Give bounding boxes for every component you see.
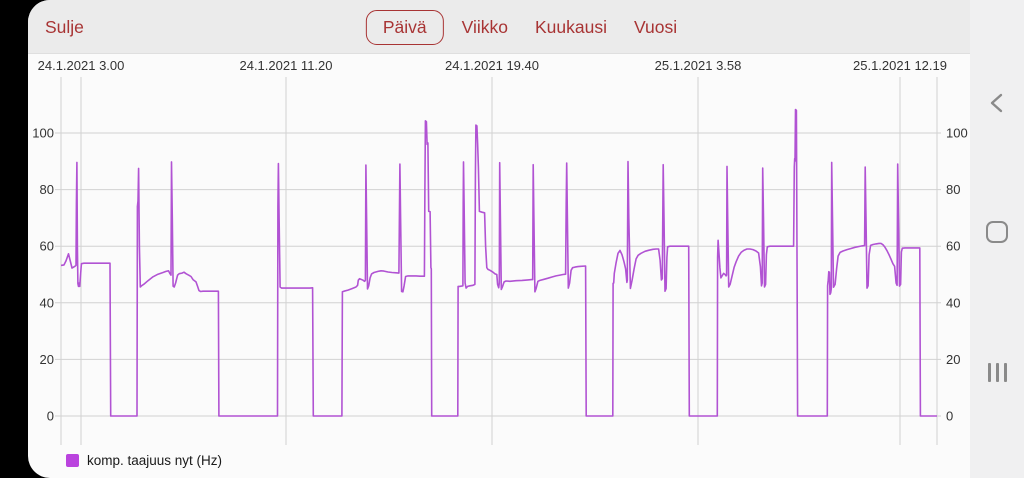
- y-axis-label-right: 80: [946, 182, 960, 197]
- y-axis-label-left: 100: [32, 126, 54, 141]
- tab-kuukausi[interactable]: Kuukausi: [535, 16, 608, 37]
- x-axis-label: 24.1.2021 19.40: [445, 58, 539, 73]
- app-header: Sulje Päivä Viikko Kuukausi Vuosi: [28, 0, 970, 54]
- close-button[interactable]: Sulje: [45, 16, 84, 37]
- y-axis-label-left: 20: [40, 352, 54, 367]
- home-button[interactable]: [970, 210, 1024, 254]
- y-axis-label-right: 60: [946, 239, 960, 254]
- back-button[interactable]: [970, 81, 1024, 125]
- legend: komp. taajuus nyt (Hz): [66, 453, 222, 468]
- y-axis-label-right: 0: [946, 409, 953, 424]
- recents-button[interactable]: [970, 350, 1024, 394]
- y-axis-label-right: 20: [946, 352, 960, 367]
- x-axis-label: 24.1.2021 11.20: [239, 58, 332, 73]
- camera-cutout-strip: [0, 0, 28, 478]
- home-icon: [986, 221, 1008, 243]
- x-axis-label: 24.1.2021 3.00: [38, 58, 125, 73]
- legend-label: komp. taajuus nyt (Hz): [87, 453, 223, 468]
- frequency-chart: 0 0 20 20 40 40 60 60 80 80 100 100 24.1.2021 3.00 24…: [32, 58, 968, 445]
- y-axis-label-left: 40: [40, 295, 54, 310]
- legend-swatch-icon: [66, 454, 79, 467]
- app-window: Sulje Päivä Viikko Kuukausi Vuosi 0 0 20 20 40 4…: [28, 0, 970, 478]
- x-axis-label: 25.1.2021 3.58: [655, 58, 742, 73]
- tab-vuosi[interactable]: Vuosi: [634, 16, 678, 37]
- back-chevron-icon: [990, 93, 1003, 113]
- frequency-line: [60, 108, 937, 417]
- y-axis-label-right: 40: [946, 295, 960, 310]
- recents-icon: [987, 362, 1007, 382]
- nav-bar: [970, 0, 1024, 478]
- tab-paiva[interactable]: Päivä: [365, 9, 444, 45]
- tab-bar: Päivä Viikko Kuukausi Vuosi: [365, 0, 686, 54]
- x-axis-label: 25.1.2021 12.19: [853, 58, 947, 73]
- y-axis-label-left: 80: [40, 182, 54, 197]
- y-axis-label-left: 0: [47, 409, 54, 424]
- y-axis-label-left: 60: [40, 239, 54, 254]
- y-axis-label-right: 100: [946, 126, 968, 141]
- tab-viikko[interactable]: Viikko: [461, 16, 509, 37]
